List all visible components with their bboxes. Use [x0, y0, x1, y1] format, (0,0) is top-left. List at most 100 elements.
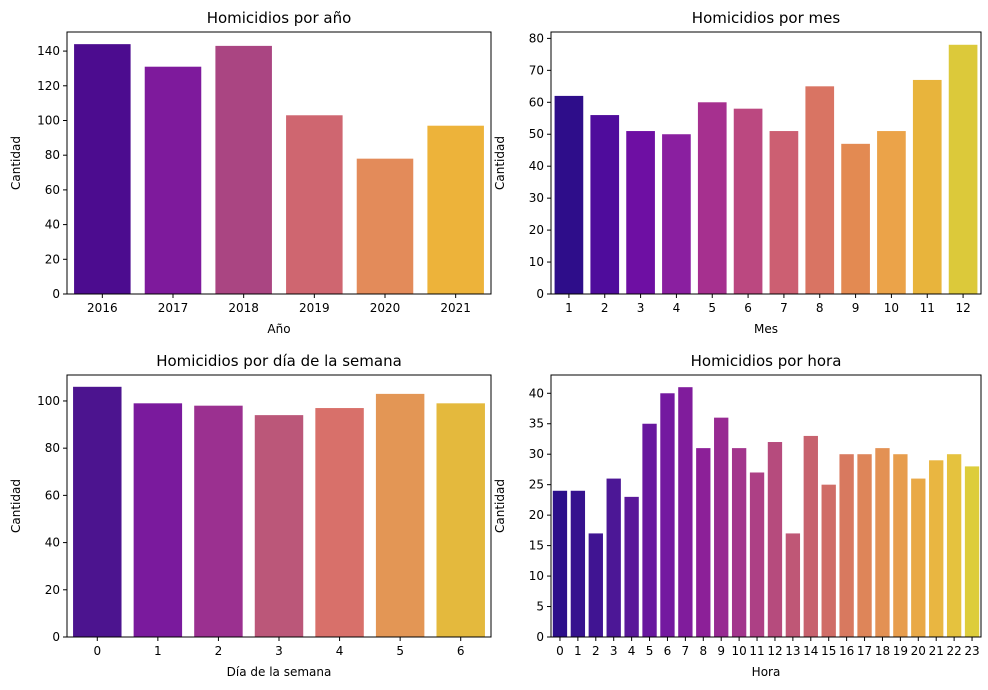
bar-3 — [254, 415, 304, 637]
x-tick-label: 2 — [592, 644, 600, 658]
x-tick-label: 6 — [744, 301, 752, 315]
y-tick-label: 25 — [529, 478, 544, 492]
bar-1 — [570, 490, 586, 637]
y-tick-label: 140 — [37, 44, 60, 58]
bar-8 — [696, 448, 711, 637]
x-tick-label: 19 — [893, 644, 908, 658]
bar-5 — [375, 393, 425, 637]
bar-0 — [73, 386, 122, 637]
x-tick-label: 9 — [717, 644, 725, 658]
bar-17 — [857, 454, 872, 637]
bar-2019 — [286, 115, 343, 294]
x-tick-label: 2016 — [87, 301, 118, 315]
y-tick-label: 60 — [45, 488, 60, 502]
x-tick-label: 4 — [628, 644, 636, 658]
bar-9 — [841, 143, 870, 294]
bar-10 — [877, 131, 906, 294]
bar-2018 — [215, 45, 272, 294]
x-tick-label: 21 — [929, 644, 944, 658]
y-tick-label: 80 — [45, 148, 60, 162]
bar-5 — [697, 102, 727, 294]
x-tick-label: 23 — [964, 644, 979, 658]
y-axis-label: Cantidad — [9, 136, 23, 190]
bar-7 — [678, 387, 693, 637]
x-tick-label: 0 — [556, 644, 564, 658]
x-tick-label: 2 — [215, 644, 223, 658]
bar-18 — [875, 448, 890, 637]
y-tick-label: 40 — [529, 386, 544, 400]
y-tick-label: 60 — [45, 183, 60, 197]
y-tick-label: 10 — [529, 255, 544, 269]
bar-5 — [642, 423, 657, 637]
x-tick-label: 8 — [699, 644, 707, 658]
bar-9 — [714, 417, 729, 637]
x-tick-label: 2 — [601, 301, 609, 315]
x-tick-label: 4 — [673, 301, 681, 315]
x-tick-label: 14 — [803, 644, 818, 658]
bar-1 — [133, 403, 183, 637]
bar-3 — [626, 131, 655, 294]
bar-16 — [839, 454, 854, 637]
x-tick-label: 13 — [785, 644, 800, 658]
x-tick-label: 20 — [911, 644, 926, 658]
y-tick-label: 20 — [529, 223, 544, 237]
bar-2 — [194, 405, 243, 637]
bar-7 — [769, 131, 799, 294]
y-tick-label: 40 — [45, 218, 60, 232]
y-tick-label: 100 — [37, 394, 60, 408]
x-tick-label: 7 — [780, 301, 788, 315]
x-tick-label: 5 — [708, 301, 716, 315]
x-tick-label: 11 — [749, 644, 764, 658]
y-tick-label: 0 — [536, 630, 544, 644]
bar-12 — [948, 44, 978, 294]
bar-2020 — [356, 158, 414, 294]
bar-4 — [315, 408, 364, 637]
x-tick-label: 1 — [154, 644, 162, 658]
x-axis-label: Día de la semana — [227, 665, 332, 679]
y-tick-label: 120 — [37, 79, 60, 93]
chart-title: Homicidios por día de la semana — [156, 352, 402, 370]
y-tick-label: 20 — [45, 252, 60, 266]
x-tick-label: 6 — [664, 644, 672, 658]
x-tick-label: 5 — [646, 644, 654, 658]
x-tick-label: 1 — [574, 644, 582, 658]
y-tick-label: 20 — [45, 583, 60, 597]
x-tick-label: 6 — [457, 644, 465, 658]
bar-2017 — [144, 66, 202, 294]
chart-panel-1: 2016 2017 2018 2019 2020 2021 0 20 40 60 80 100 120 1… — [9, 9, 492, 336]
bar-2021 — [427, 125, 484, 294]
bar-4 — [662, 134, 691, 294]
y-tick-label: 0 — [52, 287, 60, 301]
y-tick-label: 0 — [536, 287, 544, 301]
x-tick-label: 7 — [682, 644, 690, 658]
y-tick-label: 40 — [529, 159, 544, 173]
x-tick-label: 2021 — [440, 301, 471, 315]
y-tick-label: 10 — [529, 569, 544, 583]
bar-6 — [436, 403, 485, 637]
x-tick-label: 22 — [946, 644, 961, 658]
bar-11 — [912, 79, 942, 295]
x-tick-label: 1 — [565, 301, 573, 315]
y-axis-label: Cantidad — [493, 136, 507, 190]
bar-2 — [588, 533, 603, 637]
chart-panel-4: 0 1 2 3 4 5 6 7 8 9 10 11 12 13 14 15 16 17 18 19 20 21 22 2305… — [493, 352, 982, 679]
bar-10 — [731, 448, 747, 637]
bar-13 — [785, 533, 801, 637]
x-axis-label: Hora — [752, 665, 781, 679]
bar-1 — [554, 95, 584, 295]
y-tick-label: 70 — [529, 63, 544, 77]
x-tick-label: 5 — [396, 644, 404, 658]
x-tick-label: 4 — [336, 644, 344, 658]
y-tick-label: 20 — [529, 508, 544, 522]
y-axis-label: Cantidad — [493, 479, 507, 533]
chart-title: Homicidios por hora — [691, 352, 842, 370]
x-tick-label: 10 — [731, 644, 746, 658]
bar-15 — [821, 484, 836, 637]
x-tick-label: 12 — [955, 301, 970, 315]
x-tick-label: 15 — [821, 644, 836, 658]
bar-19 — [893, 454, 908, 637]
x-tick-label: 18 — [875, 644, 890, 658]
y-tick-label: 100 — [37, 113, 60, 127]
y-tick-label: 40 — [45, 536, 60, 550]
